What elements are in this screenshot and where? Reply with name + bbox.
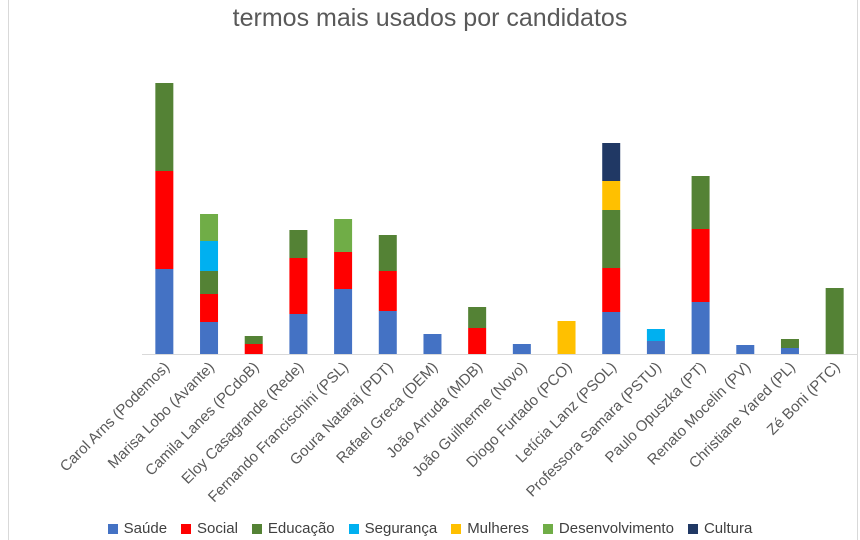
bar-segment — [691, 229, 710, 302]
bar-segment — [602, 143, 621, 181]
bar-segment — [646, 329, 665, 341]
bar-segment — [602, 312, 621, 354]
chart-legend: Saúde Social Educação Segurança Mulheres Dese… — [0, 520, 860, 537]
bar-segment — [825, 288, 844, 354]
chart-title: termos mais usados por candidatos — [232, 4, 628, 32]
legend-item: Segurança — [348, 520, 438, 537]
legend-item: Cultura — [687, 520, 753, 537]
bar-segment — [155, 269, 174, 354]
legend-swatch — [348, 523, 359, 534]
bar-segment — [378, 271, 397, 311]
legend-item: Educação — [251, 520, 335, 537]
bar-segment — [289, 314, 308, 354]
bar-segment — [200, 294, 219, 322]
legend-label: Desenvolvimento — [558, 520, 674, 537]
legend-swatch — [687, 523, 698, 534]
legend-item: Social — [181, 520, 238, 537]
legend-swatch — [451, 523, 462, 534]
bar-segment — [244, 344, 263, 354]
legend-label: Educação — [267, 520, 335, 537]
bar-segment — [691, 302, 710, 354]
legend-label: Social — [197, 520, 238, 537]
bar-segment — [334, 252, 353, 289]
legend-label: Mulheres — [467, 520, 529, 537]
bar-segment — [602, 181, 621, 210]
bar-segment — [378, 311, 397, 354]
bar-segment — [646, 341, 665, 354]
bar-segment — [780, 339, 799, 348]
bar-segment — [780, 348, 799, 354]
bar-segment — [155, 171, 174, 269]
legend-item: Desenvolvimento — [542, 520, 674, 537]
bar-segment — [200, 322, 219, 354]
bar-segment — [378, 235, 397, 271]
bar-segment — [155, 83, 174, 171]
bar-segment — [512, 344, 531, 354]
legend-label: Saúde — [123, 520, 168, 537]
bar-segment — [289, 258, 308, 314]
legend-swatch — [181, 523, 192, 534]
legend-swatch — [542, 523, 553, 534]
legend-swatch — [251, 523, 262, 534]
legend-swatch — [107, 523, 118, 534]
bar-segment — [736, 345, 755, 354]
bar-segment — [557, 321, 576, 354]
bar-segment — [423, 334, 442, 354]
legend-item: Mulheres — [451, 520, 529, 537]
bar-segment — [200, 214, 219, 241]
bar-segment — [200, 271, 219, 294]
bar-segment — [200, 241, 219, 271]
bar-segment — [468, 307, 487, 328]
legend-label: Segurança — [364, 520, 438, 537]
bar-segment — [602, 210, 621, 268]
bar-segment — [691, 176, 710, 229]
bar-segment — [468, 328, 487, 354]
legend-item: Saúde — [107, 520, 168, 537]
bar-segment — [289, 230, 308, 258]
bar-segment — [244, 336, 263, 344]
legend-label: Cultura — [703, 520, 753, 537]
chart-frame — [8, 0, 858, 540]
bar-segment — [334, 219, 353, 252]
bar-segment — [602, 268, 621, 312]
bar-segment — [334, 289, 353, 354]
